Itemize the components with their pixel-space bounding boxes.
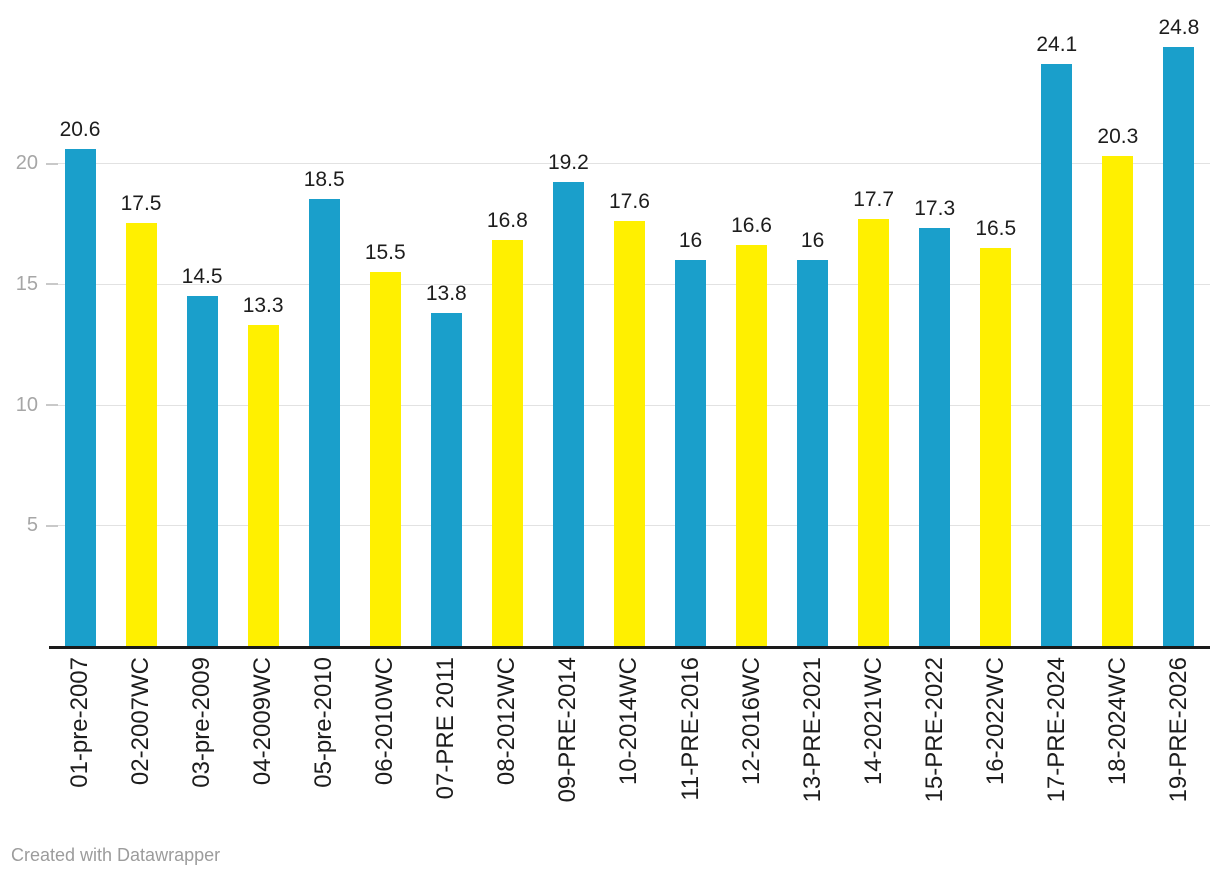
x-axis-label: 16-2022WC	[981, 657, 1009, 786]
y-gridline	[49, 163, 1210, 164]
x-axis-label: 06-2010WC	[371, 657, 399, 786]
bar-value-label: 13.8	[425, 281, 467, 305]
bar-value-label: 17.7	[853, 187, 895, 211]
x-axis-label: 05-pre-2010	[310, 657, 338, 788]
x-axis-label: 03-pre-2009	[188, 657, 216, 788]
x-axis-label: 17-PRE-2024	[1042, 657, 1070, 803]
x-axis-label: 14-2021WC	[859, 657, 887, 786]
bar-value-label: 16	[800, 228, 825, 252]
bar[interactable]	[980, 247, 1012, 646]
x-axis-label: 12-2016WC	[737, 657, 765, 786]
y-axis-tick	[46, 162, 58, 165]
y-axis-tick	[46, 283, 58, 286]
y-axis-label: 10	[15, 393, 38, 416]
bar-value-label: 15.5	[364, 240, 406, 264]
x-axis-label: 10-2014WC	[615, 657, 643, 786]
bar[interactable]	[552, 182, 584, 646]
x-axis-label: 15-PRE-2022	[920, 657, 948, 803]
bar[interactable]	[186, 295, 218, 646]
bar[interactable]	[308, 199, 340, 646]
bar[interactable]	[797, 259, 829, 646]
y-axis-tick	[46, 404, 58, 406]
bar[interactable]	[736, 245, 768, 646]
bar-value-label: 24.8	[1158, 16, 1200, 40]
bar[interactable]	[125, 223, 157, 646]
y-axis-label: 20	[15, 152, 38, 174]
bar[interactable]	[675, 259, 706, 646]
bar[interactable]	[919, 228, 951, 646]
bar[interactable]	[1041, 63, 1073, 646]
bar[interactable]	[369, 271, 401, 646]
bar-value-label: 17.3	[914, 197, 956, 221]
x-axis-label: 09-PRE-2014	[554, 657, 582, 803]
datawrapper-credit-link[interactable]: Created with Datawrapper	[11, 845, 221, 865]
bar-value-label: 16	[678, 228, 703, 252]
bar[interactable]	[64, 148, 96, 646]
bar[interactable]	[613, 220, 645, 646]
y-axis-label: 15	[15, 272, 38, 295]
bar[interactable]	[858, 218, 890, 646]
bar-value-label: 20.3	[1097, 124, 1139, 148]
bar-value-label: 16.6	[731, 214, 772, 238]
y-axis-tick	[46, 524, 58, 527]
x-axis-label: 08-2012WC	[493, 657, 521, 786]
bar-value-label: 24.1	[1036, 32, 1078, 56]
x-axis-label: 04-2009WC	[249, 657, 277, 786]
x-axis-label: 11-PRE-2016	[676, 657, 704, 801]
bar-value-label: 17.6	[609, 189, 650, 213]
bar-value-label: 14.5	[181, 264, 223, 288]
x-axis-label: 19-PRE-2026	[1164, 657, 1192, 803]
bar[interactable]	[430, 312, 462, 646]
bar[interactable]	[1102, 155, 1134, 646]
x-axis-label: 07-PRE 2011	[432, 657, 460, 800]
bar-value-label: 17.5	[120, 192, 162, 216]
bar-value-label: 19.2	[547, 151, 589, 175]
bar-value-label: 18.5	[303, 168, 345, 192]
bar[interactable]	[247, 324, 279, 646]
x-axis-label: 13-PRE-2021	[798, 657, 826, 803]
x-axis-label: 18-2024WC	[1103, 657, 1131, 786]
bar[interactable]	[491, 240, 523, 646]
bar[interactable]	[1163, 47, 1195, 646]
x-axis-label: 01-pre-2007	[66, 657, 93, 788]
bar-value-label: 13.3	[242, 293, 284, 317]
x-axis-label: 02-2007WC	[127, 657, 155, 786]
bar-value-label: 20.6	[59, 117, 101, 141]
bar-value-label: 16.8	[486, 209, 528, 233]
y-axis-label: 5	[26, 514, 38, 537]
x-axis-baseline	[49, 646, 1210, 649]
bar-value-label: 16.5	[975, 216, 1017, 240]
